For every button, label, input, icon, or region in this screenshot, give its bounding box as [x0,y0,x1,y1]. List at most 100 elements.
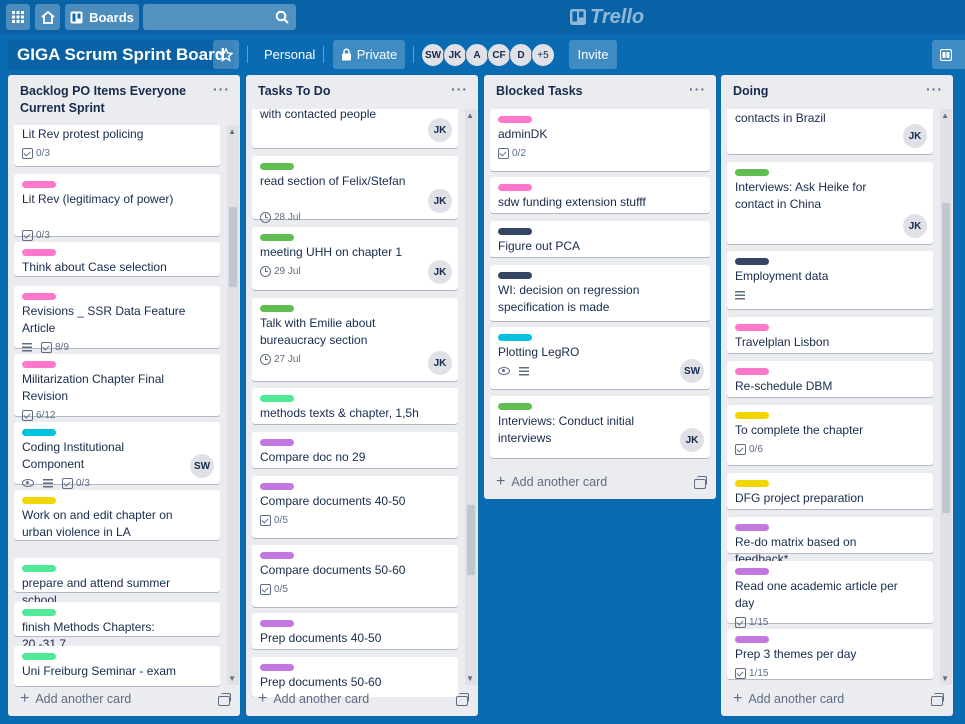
card[interactable]: methods texts & chapter, 1,5h [252,388,458,424]
list-scrollbar[interactable]: ▲ ▼ [227,125,239,685]
show-menu-button[interactable] [932,40,965,69]
boards-button[interactable]: Boards [65,4,139,30]
card-title: To complete the chapter [735,423,864,437]
card[interactable]: Re-schedule DBM [727,361,933,397]
member-avatar[interactable]: A [465,43,489,67]
scroll-up-icon[interactable]: ▲ [228,127,236,136]
card[interactable]: adminDK 0/2 [490,109,710,171]
card[interactable]: read section of Felix/Stefan 28 Jul JK [252,156,458,223]
card[interactable]: Read one academic article per day 1/15 [727,561,933,628]
card[interactable]: Re-do matrix based on feedback* [727,517,933,566]
card[interactable]: Employment data [727,251,933,309]
member-avatar[interactable]: CF [487,43,511,67]
card[interactable]: Revisions _ SSR Data Feature Article 8/9 [14,286,220,353]
card[interactable]: Militarization Chapter Final Revision 6/1… [14,354,220,421]
card-badges [735,288,745,302]
card[interactable]: Plotting LegRO SW [490,327,710,389]
team-visibility-button[interactable]: Personal [264,47,316,62]
add-card-button[interactable]: + Add another card [20,691,131,707]
card-member-avatar[interactable]: JK [903,214,927,238]
add-card-button[interactable]: + Add another card [258,691,369,707]
card[interactable]: Figure out PCA [490,221,710,257]
card[interactable]: sdw funding extension stufff [490,177,710,213]
list-title[interactable]: Tasks To Do [258,84,331,98]
card-template-icon[interactable] [931,693,944,706]
home-button[interactable] [35,4,60,30]
checklist-badge: 0/5 [260,514,288,526]
list-menu-icon[interactable]: ··· [451,81,468,97]
card[interactable]: Lit Rev protest policing 0/3 [14,125,220,166]
card[interactable]: Interviews: Conduct initial interviews JK [490,396,710,458]
card[interactable]: To complete the chapter 0/6 [727,405,933,465]
card[interactable]: Uni Freiburg Seminar - exam [14,646,220,686]
list-menu-icon[interactable]: ··· [926,81,943,97]
card[interactable]: Compare documents 50-60 0/5 [252,545,458,607]
scroll-up-icon[interactable]: ▲ [941,111,949,120]
card-member-avatar[interactable]: JK [428,260,452,284]
card-label [22,361,56,368]
card[interactable]: contacts in Brazil JK [727,109,933,154]
privacy-button[interactable]: Private [333,40,405,69]
scroll-down-icon[interactable]: ▼ [228,674,236,683]
member-avatar[interactable]: SW [421,43,445,67]
card-badges: 0/3 [22,228,50,242]
card[interactable]: Prep documents 40-50 [252,613,458,649]
more-members-button[interactable]: +5 [531,43,555,67]
star-button[interactable] [213,40,239,69]
card-member-avatar[interactable]: JK [428,189,452,213]
card[interactable]: Coding Institutional Component 0/3 SW [14,422,220,489]
search-icon[interactable] [275,10,289,24]
card-template-icon[interactable] [456,693,469,706]
card[interactable]: Talk with Emilie about bureaucracy secti… [252,298,458,381]
card[interactable]: Prep documents 50-60 [252,657,458,697]
list-menu-icon[interactable]: ··· [689,81,706,97]
member-avatar[interactable]: D [509,43,533,67]
card-title: Figure out PCA [498,239,581,253]
card[interactable]: Think about Case selection [14,242,220,276]
list-title[interactable]: Blocked Tasks [496,84,583,98]
card[interactable]: meeting UHH on chapter 1 29 Jul JK [252,227,458,290]
scrollbar-thumb[interactable] [942,203,950,513]
apps-grid-button[interactable] [6,4,30,30]
list-scrollbar[interactable]: ▲ ▼ [465,109,477,685]
card[interactable]: with contacted people JK [252,109,458,148]
search-input[interactable] [143,4,296,30]
boards-icon [70,11,83,23]
list-title[interactable]: Backlog PO Items Everyone Current Sprint [20,84,187,115]
card-title: read section of Felix/Stefan [260,174,406,188]
card-member-avatar[interactable]: JK [428,118,452,142]
card[interactable]: Work on and edit chapter on urban violen… [14,490,220,540]
card[interactable]: DFG project preparation [727,473,933,509]
trello-logo[interactable]: Trello [570,5,644,29]
card-member-avatar[interactable]: JK [903,124,927,148]
card-member-avatar[interactable]: SW [190,454,214,478]
card[interactable]: WI: decision on regression specification… [490,265,710,321]
card[interactable]: Travelplan Lisbon [727,317,933,353]
card[interactable]: Compare documents 40-50 0/5 [252,476,458,538]
board-title[interactable]: GIGA Scrum Sprint Board [8,40,235,70]
list-title[interactable]: Doing [733,84,769,98]
add-card-button[interactable]: + Add another card [733,691,844,707]
card[interactable]: Interviews: Ask Heike for contact in Chi… [727,162,933,244]
card[interactable]: finish Methods Chapters: 20.-31.7. [14,602,220,651]
member-avatar[interactable]: JK [443,43,467,67]
list-menu-icon[interactable]: ··· [213,81,230,97]
card-template-icon[interactable] [218,693,231,706]
card-member-avatar[interactable]: JK [428,351,452,375]
card[interactable]: prepare and attend summer school [14,558,220,607]
scrollbar-thumb[interactable] [229,207,237,287]
card[interactable]: Prep 3 themes per day 1/15 [727,629,933,679]
grid-icon [12,11,24,23]
list-scrollbar[interactable]: ▲ ▼ [940,109,952,685]
card[interactable]: Lit Rev (legitimacy of power) 0/3 [14,174,220,241]
add-card-button[interactable]: + Add another card [496,474,607,490]
scrollbar-thumb[interactable] [467,505,475,575]
card-member-avatar[interactable]: JK [680,428,704,452]
scroll-down-icon[interactable]: ▼ [466,674,474,683]
scroll-down-icon[interactable]: ▼ [941,674,949,683]
card-member-avatar[interactable]: SW [680,359,704,383]
invite-button[interactable]: Invite [569,40,617,69]
scroll-up-icon[interactable]: ▲ [466,111,474,120]
card[interactable]: Compare doc no 29 [252,432,458,468]
card-template-icon[interactable] [694,476,707,489]
